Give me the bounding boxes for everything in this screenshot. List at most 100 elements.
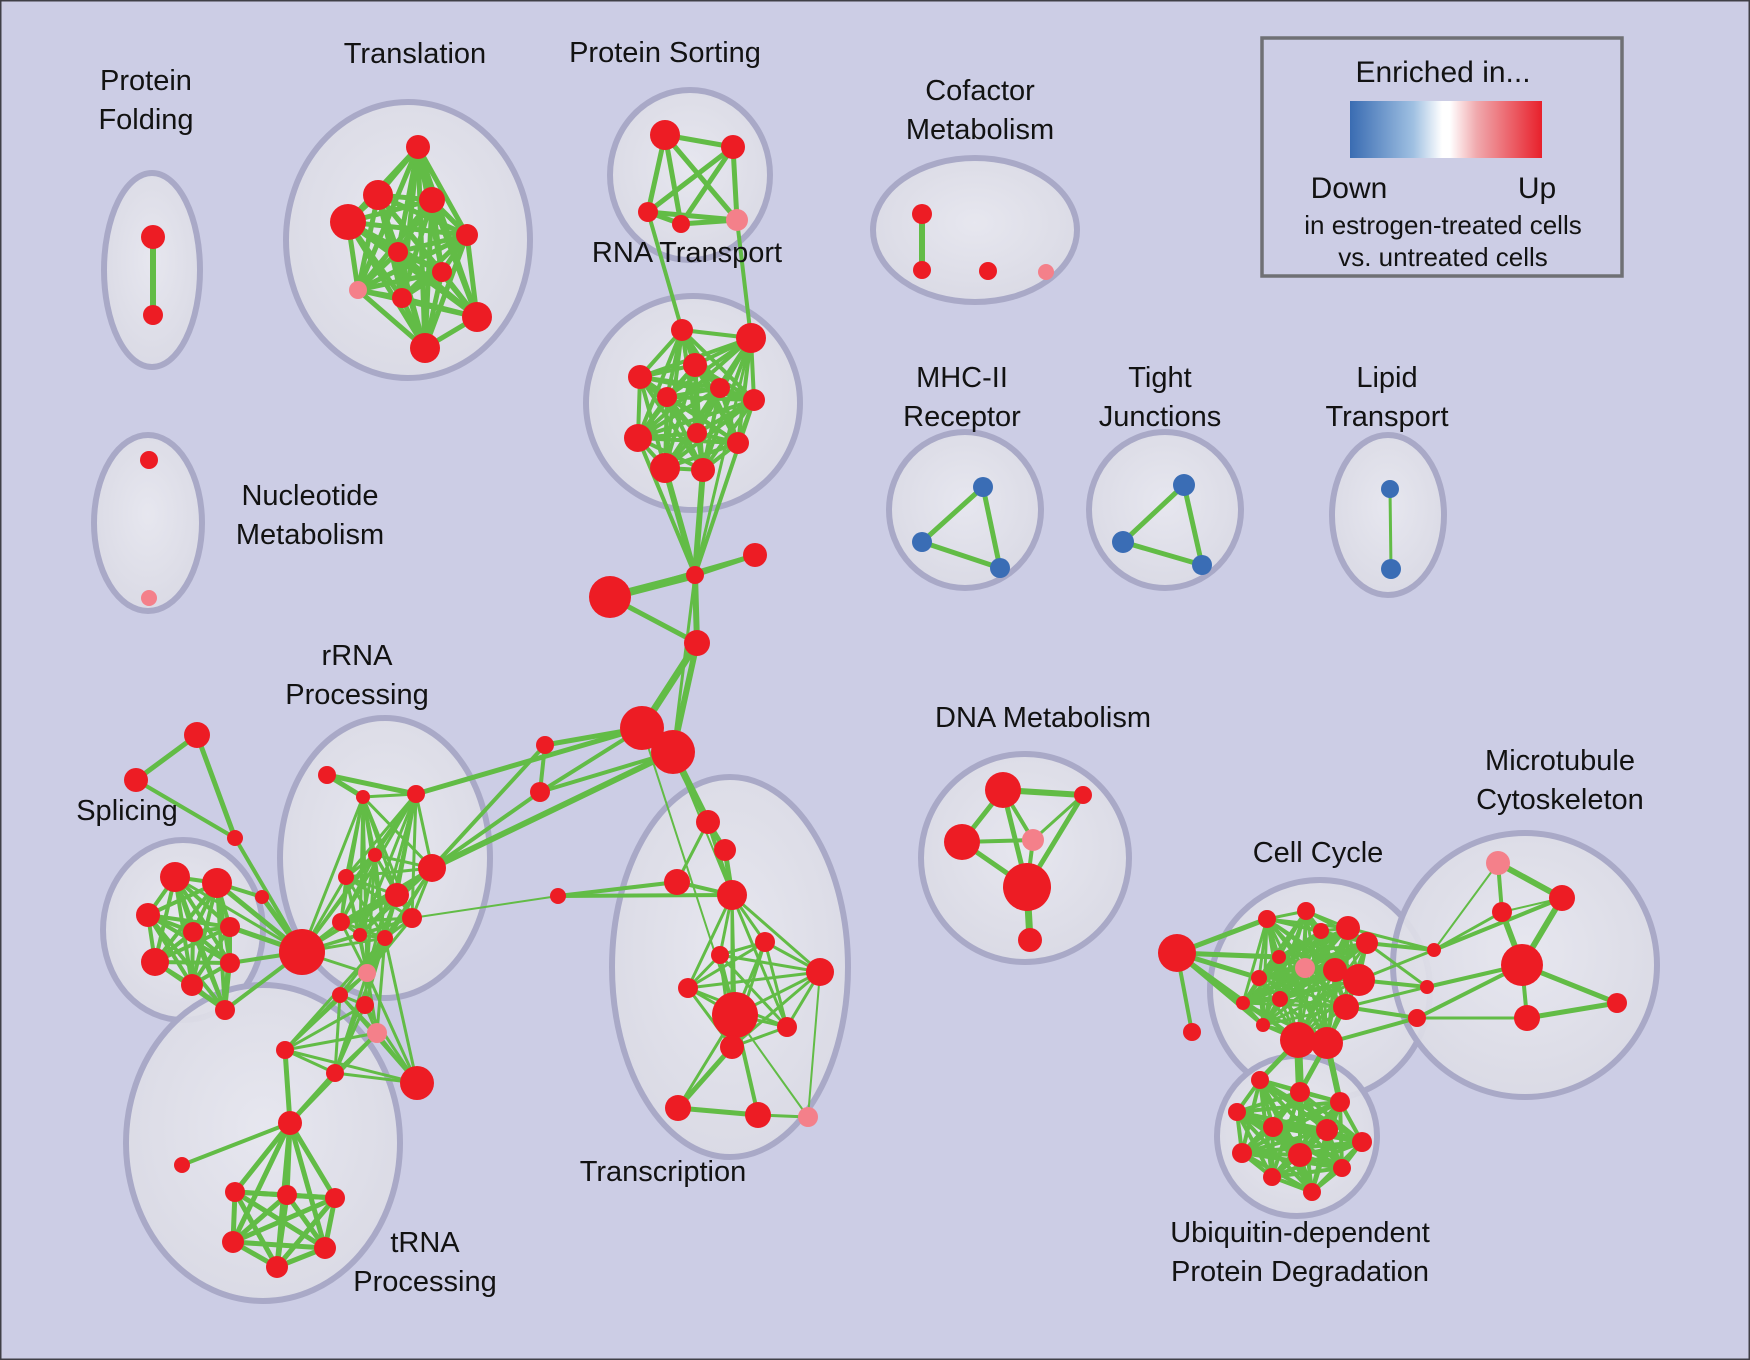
edge-ccL-cc15 <box>1175 951 1300 1042</box>
edge-t4-t5 <box>345 219 470 238</box>
node-t3 <box>419 187 445 213</box>
node-mt3 <box>1492 902 1512 922</box>
node-ub11 <box>1263 1168 1281 1186</box>
edge-t5-t6 <box>395 232 470 255</box>
legend-caption-line-2: vs. untreated cells <box>1338 242 1548 272</box>
edge-cc1-cc9 <box>1241 917 1269 1005</box>
node-tj2 <box>1112 531 1134 553</box>
node-cc8 <box>1251 970 1267 986</box>
cluster-label-cell-cycle: Cell Cycle <box>1253 837 1384 869</box>
node-tn1 <box>225 1182 245 1202</box>
edge-tn4-tn5 <box>230 1239 328 1251</box>
legend-color-scale <box>1350 101 1542 158</box>
node-rr5 <box>338 869 354 885</box>
edge-ub3-ub11 <box>1270 1100 1342 1179</box>
node-cc2 <box>1297 902 1315 920</box>
node-rt8 <box>687 423 707 443</box>
node-rr13 <box>358 964 376 982</box>
node-rr4 <box>368 848 382 862</box>
node-rt6 <box>657 387 677 407</box>
node-cf3 <box>979 262 997 280</box>
node-mh2 <box>912 532 932 552</box>
node-dn5 <box>1003 863 1051 911</box>
node-tn6 <box>266 1256 288 1278</box>
edge-rr4-rr9 <box>339 853 377 924</box>
edge-tr8-tr14 <box>807 971 821 1118</box>
node-t2 <box>363 180 393 210</box>
node-sp4 <box>183 922 203 942</box>
edge-hs3-tr3 <box>556 880 679 898</box>
cluster-label-translation: Translation <box>344 38 486 70</box>
node-ub4 <box>1228 1103 1246 1121</box>
node-dn2 <box>1074 786 1092 804</box>
edge-hs2-rr7 <box>430 790 542 870</box>
node-tr12 <box>665 1095 691 1121</box>
node-cclone <box>1183 1023 1201 1041</box>
node-t4 <box>330 204 366 240</box>
edge-rt9-hub1 <box>636 436 697 577</box>
edge-hub1-hub6 <box>671 573 697 754</box>
cluster-ellipse-tight-junctions <box>1086 429 1244 591</box>
node-hub4 <box>684 630 710 656</box>
edge-tn2-tn6 <box>274 1192 290 1270</box>
node-cc9 <box>1236 996 1250 1010</box>
edge-cn1-cn6 <box>283 1003 367 1052</box>
node-tn2 <box>277 1185 297 1205</box>
node-tr14 <box>798 1107 818 1127</box>
edge-tr11-tr12 <box>675 1044 735 1111</box>
edge-cc10-cc13 <box>1261 968 1337 1027</box>
node-sp6 <box>141 948 169 976</box>
node-rr10 <box>353 928 367 942</box>
node-ub12 <box>1303 1183 1321 1201</box>
edge-rt9-rt10 <box>636 436 740 445</box>
node-sp9 <box>215 1000 235 1020</box>
node-ub2 <box>1290 1082 1310 1102</box>
node-rt10 <box>727 432 749 454</box>
edge-rr1-rr3 <box>324 772 419 797</box>
node-rr6 <box>385 883 409 907</box>
node-t9 <box>392 288 412 308</box>
node-cc3 <box>1313 923 1329 939</box>
node-tn3 <box>325 1188 345 1208</box>
edge-lp1-lp2 <box>1388 487 1393 571</box>
node-cc5 <box>1356 932 1378 954</box>
node-t1 <box>406 135 430 159</box>
edge-mc1-mt3 <box>1432 910 1504 952</box>
cluster-label-microtubule-cytoskeleton: Microtubule Cytoskeleton <box>1476 745 1644 816</box>
edge-tj1-tj2 <box>1120 482 1187 545</box>
edge-mh2-mh3 <box>919 539 1003 571</box>
node-cc11 <box>1343 964 1375 996</box>
edge-cc5-cc8 <box>1257 941 1369 980</box>
edge-ub2-ub4 <box>1235 1090 1302 1114</box>
legend-caption-line-1: in estrogen-treated cells <box>1304 210 1581 240</box>
node-pf1 <box>141 225 165 249</box>
node-rt3 <box>683 353 707 377</box>
node-tr5 <box>711 946 729 964</box>
cluster-label-rrna-processing: rRNA Processing <box>285 640 428 711</box>
node-dn1 <box>985 772 1021 808</box>
edge-ps2-ps4 <box>678 144 736 227</box>
edge-tr4-tr7 <box>686 893 734 990</box>
edge-hs1-rr7 <box>430 743 547 870</box>
edge-cc5-mc1 <box>1365 941 1436 952</box>
node-cc15 <box>1280 1022 1316 1058</box>
edge-sp4-sp9 <box>191 930 227 1012</box>
node-mh3 <box>990 558 1010 578</box>
edge-rt2-hub1 <box>693 336 753 577</box>
edge-sp1-rr12 <box>173 875 304 954</box>
node-mt1 <box>1486 851 1510 875</box>
edge-hs3-tr4 <box>556 893 734 898</box>
edge-tn3-tn6 <box>274 1195 338 1270</box>
node-ps4 <box>672 215 690 233</box>
cluster-label-transcription: Transcription <box>580 1156 747 1188</box>
cluster-label-splicing: Splicing <box>76 795 178 827</box>
edge-tr4-tr8 <box>730 893 822 974</box>
edge-tnh-tn5 <box>287 1120 328 1251</box>
edge-ps2-ps5 <box>730 144 740 223</box>
node-dn3 <box>944 824 980 860</box>
node-hub1 <box>686 566 704 584</box>
node-t10 <box>462 302 492 332</box>
edge-tr7-tr8 <box>686 970 822 990</box>
edge-rr8-rr9 <box>339 916 414 924</box>
